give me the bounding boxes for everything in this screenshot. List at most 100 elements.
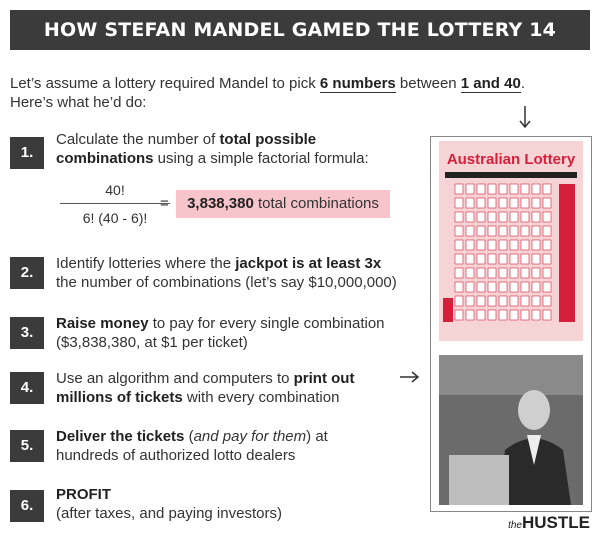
intro-text: . [520, 75, 525, 92]
denominator: 6! (40 - 6)! [82, 210, 148, 226]
ticket-cell [476, 281, 486, 293]
text: Identify lotteries where the [56, 255, 236, 272]
ticket-cell [559, 184, 575, 322]
ticket-cell [520, 267, 530, 279]
ticket-cell [487, 225, 497, 237]
ticket-cell [542, 267, 552, 279]
title: HOW STEFAN MANDEL GAMED THE LOTTERY 14 T… [10, 10, 590, 81]
ticket-cell [487, 197, 497, 209]
step-number: 2. [10, 257, 44, 289]
ticket-cell [487, 211, 497, 223]
ticket-cell [454, 295, 464, 307]
ticket-cell [509, 239, 519, 251]
ticket-cell [520, 253, 530, 265]
ticket-cell [465, 309, 475, 321]
step-number: 3. [10, 317, 44, 349]
ticket-cell [487, 309, 497, 321]
ticket-cell [443, 298, 453, 322]
brand: theHUSTLE [508, 513, 590, 533]
ticket-cell [465, 197, 475, 209]
right-arrow [400, 371, 420, 383]
ticket-cell [542, 309, 552, 321]
ticket-cell [531, 225, 541, 237]
text: ($3,838,380, at $1 per ticket) [56, 334, 248, 351]
numerator: 40! [60, 182, 170, 204]
ticket-cell [520, 309, 530, 321]
ticket-cell [476, 309, 486, 321]
bold-text: combinations [56, 150, 154, 167]
ticket-cell [476, 197, 486, 209]
step-text: Calculate the number of total possible c… [56, 130, 426, 168]
ticket-cell [498, 225, 508, 237]
text: with every combination [182, 389, 340, 406]
step-number: 4. [10, 372, 44, 404]
step-text: Deliver the tickets (and pay for them) a… [56, 427, 426, 465]
ticket-cell [520, 295, 530, 307]
ticket-cell [531, 211, 541, 223]
ticket-cell [509, 183, 519, 195]
ticket-cell [454, 239, 464, 251]
intro-text: Let’s assume a lottery required Mandel t… [10, 75, 320, 92]
ticket-cell [465, 225, 475, 237]
bold-text: jackpot is at least 3x [235, 255, 382, 272]
ticket-cell [542, 225, 552, 237]
fraction: 40! 6! (40 - 6)! [60, 182, 170, 226]
ticket-cell [498, 267, 508, 279]
intro: Let’s assume a lottery required Mandel t… [10, 74, 570, 112]
ticket-cell [498, 211, 508, 223]
brand-name: HUSTLE [522, 513, 590, 532]
step-text: PROFIT (after taxes, and paying investor… [56, 485, 426, 523]
ticket-cell [542, 253, 552, 265]
ticket-cell [498, 309, 508, 321]
ticket-cell [465, 267, 475, 279]
result-suffix: total combinations [253, 195, 379, 212]
text: using a simple factorial formula: [153, 150, 369, 167]
ticket-cell [498, 239, 508, 251]
ticket-cell [542, 239, 552, 251]
ticket-cell [509, 281, 519, 293]
ticket-cell [520, 197, 530, 209]
ticket-cell [465, 183, 475, 195]
ticket-cell [465, 239, 475, 251]
ticket-cell [520, 225, 530, 237]
ticket-cell [487, 267, 497, 279]
ticket-cell [509, 197, 519, 209]
ticket-cell [520, 281, 530, 293]
bold-text: PROFIT [56, 486, 111, 503]
ticket-cell [454, 183, 464, 195]
intro-highlight: 1 and 40 [460, 75, 521, 93]
image-panel: Australian Lottery [430, 136, 592, 512]
step-number: 5. [10, 430, 44, 462]
ticket-cell [487, 183, 497, 195]
ticket-cell [531, 267, 541, 279]
ticket-cell [542, 211, 552, 223]
ticket-cell [531, 197, 541, 209]
italic-text: and pay for them [193, 428, 307, 445]
ticket-cell [520, 239, 530, 251]
ticket-cell [476, 183, 486, 195]
ticket-cell [487, 253, 497, 265]
text: hundreds of authorized lotto dealers [56, 447, 296, 464]
ticket-cell [498, 197, 508, 209]
result-value: 3,838,380 [187, 195, 254, 212]
text: (after taxes, and paying investors) [56, 505, 282, 522]
ticket-cell [509, 211, 519, 223]
ticket-cell [509, 225, 519, 237]
bold-text: millions of tickets [56, 389, 183, 406]
ticket-cell [476, 239, 486, 251]
text: the number of combinations (let’s say $1… [56, 274, 397, 291]
ticket-cell [465, 253, 475, 265]
step-text: Use an algorithm and computers to print … [56, 369, 426, 407]
step-number: 1. [10, 137, 44, 169]
ticket: Australian Lottery [439, 141, 583, 341]
ticket-cell [542, 197, 552, 209]
step-number: 6. [10, 490, 44, 522]
intro-text: Here’s what he’d do: [10, 94, 147, 111]
bold-text: total possible [219, 131, 317, 148]
ticket-cell [498, 295, 508, 307]
ticket-title: Australian Lottery [446, 151, 576, 168]
ticket-cell [542, 183, 552, 195]
text: to pay for every single combination [148, 315, 385, 332]
step-text: Raise money to pay for every single comb… [56, 314, 426, 352]
ticket-cell [520, 183, 530, 195]
